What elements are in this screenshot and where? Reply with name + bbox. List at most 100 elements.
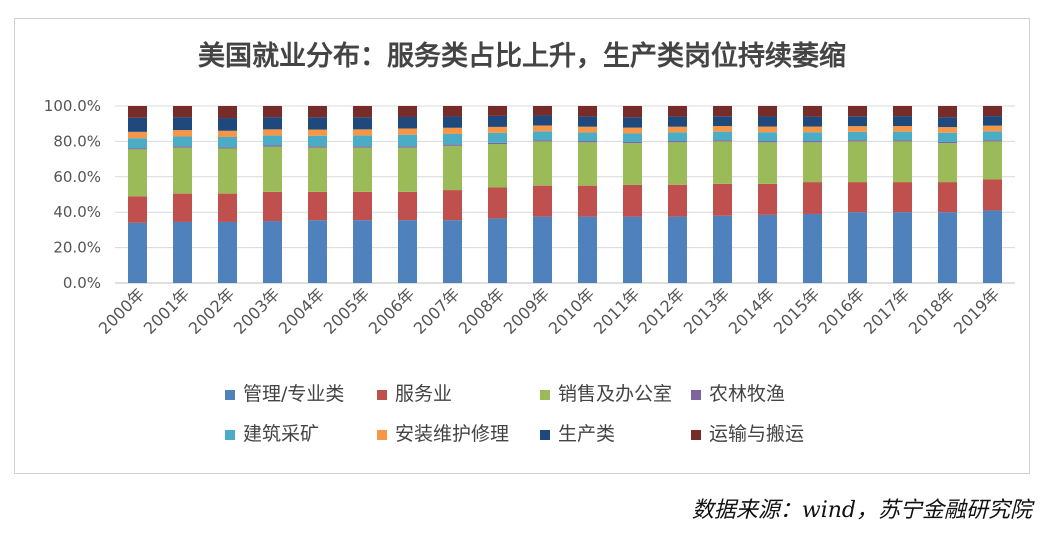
bar-segment bbox=[983, 131, 1002, 141]
legend-label: 建筑采矿 bbox=[243, 423, 319, 445]
bar-segment bbox=[713, 141, 732, 184]
bar-segment bbox=[758, 214, 777, 283]
x-tick-label: 2009年 bbox=[500, 284, 554, 338]
bar-segment bbox=[308, 191, 327, 221]
bar-segment bbox=[218, 106, 237, 119]
bar-segment bbox=[578, 141, 597, 143]
bar-segment bbox=[938, 132, 957, 142]
bar-segment bbox=[218, 221, 237, 283]
x-tick-label: 2005年 bbox=[320, 284, 374, 338]
bar-segment bbox=[623, 133, 642, 142]
bar-segment bbox=[308, 129, 327, 136]
bar-segment bbox=[218, 147, 237, 149]
x-tick-label: 2019年 bbox=[950, 284, 1004, 338]
y-tick-label: 80.0% bbox=[53, 132, 101, 150]
bar-segment bbox=[623, 216, 642, 283]
bar-segment bbox=[893, 212, 912, 283]
legend-swatch bbox=[540, 430, 550, 440]
bar-segment bbox=[578, 142, 597, 186]
bar-segment bbox=[893, 116, 912, 127]
bar-segment bbox=[848, 212, 867, 283]
bar-segment bbox=[938, 212, 957, 283]
bar-segment bbox=[713, 116, 732, 127]
bar-segment bbox=[983, 106, 1002, 117]
bar-segment bbox=[263, 145, 282, 147]
bar-segment bbox=[488, 132, 507, 143]
bar-segment bbox=[983, 125, 1002, 132]
bar-segment bbox=[128, 138, 147, 149]
bar-segment bbox=[263, 129, 282, 136]
x-tick-label: 2010年 bbox=[545, 284, 599, 338]
bar-segment bbox=[533, 125, 552, 132]
bar-segment bbox=[173, 130, 192, 137]
x-tick-label: 2001年 bbox=[140, 284, 194, 338]
bar-segment bbox=[668, 142, 687, 185]
bar-segment bbox=[578, 132, 597, 142]
x-tick-label: 2011年 bbox=[590, 284, 644, 338]
bar-segment bbox=[488, 106, 507, 116]
bar-segment bbox=[533, 185, 552, 217]
bar-segment bbox=[533, 141, 552, 186]
x-tick-label: 2003年 bbox=[230, 284, 284, 338]
bar-segment bbox=[308, 146, 327, 148]
bar-segment bbox=[488, 187, 507, 219]
bar-segment bbox=[623, 117, 642, 128]
bar-segment bbox=[488, 144, 507, 188]
bar-segment bbox=[983, 179, 1002, 211]
bar-segment bbox=[713, 106, 732, 117]
bar-segment bbox=[848, 131, 867, 141]
x-tick-label: 2004年 bbox=[275, 284, 329, 338]
bar-segment bbox=[398, 220, 417, 283]
bar-segment bbox=[353, 146, 372, 148]
bar-segment bbox=[848, 126, 867, 132]
x-tick-label: 2000年 bbox=[95, 284, 149, 338]
x-tick-label: 2006年 bbox=[365, 284, 419, 338]
bar-segment bbox=[398, 116, 417, 129]
bar-segment bbox=[128, 117, 147, 132]
chart-svg: 美国就业分布：服务类占比上升，生产类岗位持续萎缩 0.0% 20.0% 40.0% 60… bbox=[44, 40, 1015, 445]
bar-segment bbox=[353, 191, 372, 221]
bar-segment bbox=[938, 141, 957, 144]
bar-segment bbox=[803, 132, 822, 142]
bar-segment bbox=[893, 106, 912, 117]
bar-segment bbox=[803, 213, 822, 283]
bar-segment bbox=[758, 142, 777, 184]
bar-segment bbox=[218, 136, 237, 148]
bar-segment bbox=[758, 116, 777, 127]
bar-segment bbox=[758, 106, 777, 117]
legend-label: 安装维护修理 bbox=[395, 423, 509, 445]
bar-segment bbox=[398, 106, 417, 117]
bar-segment bbox=[533, 216, 552, 283]
bar-segment bbox=[533, 106, 552, 116]
bar-segment bbox=[398, 147, 417, 192]
x-tick-label: 2008年 bbox=[455, 284, 509, 338]
bar-segment bbox=[983, 141, 1002, 180]
bar-segment bbox=[443, 116, 462, 128]
bar-segment bbox=[983, 140, 1002, 142]
bar-segment bbox=[443, 106, 462, 117]
bar-segment bbox=[578, 216, 597, 283]
bar-segment bbox=[353, 135, 372, 147]
bar-segment bbox=[443, 133, 462, 145]
bar-segment bbox=[173, 147, 192, 194]
bar-segment bbox=[308, 106, 327, 118]
legend-label: 销售及办公室 bbox=[558, 383, 672, 405]
bar-segment bbox=[263, 106, 282, 118]
legend-swatch bbox=[540, 390, 550, 400]
x-tick-label: 2013年 bbox=[680, 284, 734, 338]
bar-segment bbox=[128, 131, 147, 139]
bar-segment bbox=[308, 147, 327, 192]
bar-segment bbox=[128, 106, 147, 118]
bar-segment bbox=[218, 148, 237, 194]
bar-segment bbox=[488, 115, 507, 127]
y-tick-label: 100.0% bbox=[44, 97, 101, 115]
bar-segment bbox=[893, 126, 912, 132]
legend-label: 管理/专业类 bbox=[243, 383, 344, 405]
bar-segment bbox=[938, 182, 957, 213]
bar-segment bbox=[398, 146, 417, 148]
y-tick-label: 40.0% bbox=[53, 203, 101, 221]
y-tick-label: 0.0% bbox=[63, 274, 101, 292]
x-tick-label: 2014年 bbox=[725, 284, 779, 338]
bar-segment bbox=[758, 141, 777, 143]
bar-segment bbox=[668, 141, 687, 143]
